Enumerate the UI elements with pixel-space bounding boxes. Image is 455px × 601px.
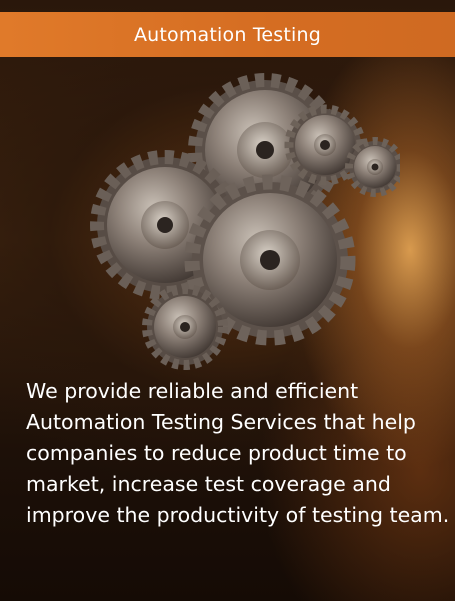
card-title: Automation Testing [133,23,322,46]
description-line: market, increase test coverage and [26,472,391,496]
gears-icon [90,73,400,370]
description-line: companies to reduce product time to [26,441,407,465]
description-line: improve the productivity of testing team… [26,503,450,527]
description-line: We provide reliable and efficient [26,379,359,403]
description-line: Automation Testing Services that help [26,410,416,434]
gear-center [184,174,356,346]
gear-tiny-right [345,137,400,197]
service-description: We provide reliable and efficient Automa… [26,376,450,531]
gear-small-right [284,104,366,186]
card-header: Automation Testing [0,12,455,57]
gear-small-bottom [142,284,228,370]
